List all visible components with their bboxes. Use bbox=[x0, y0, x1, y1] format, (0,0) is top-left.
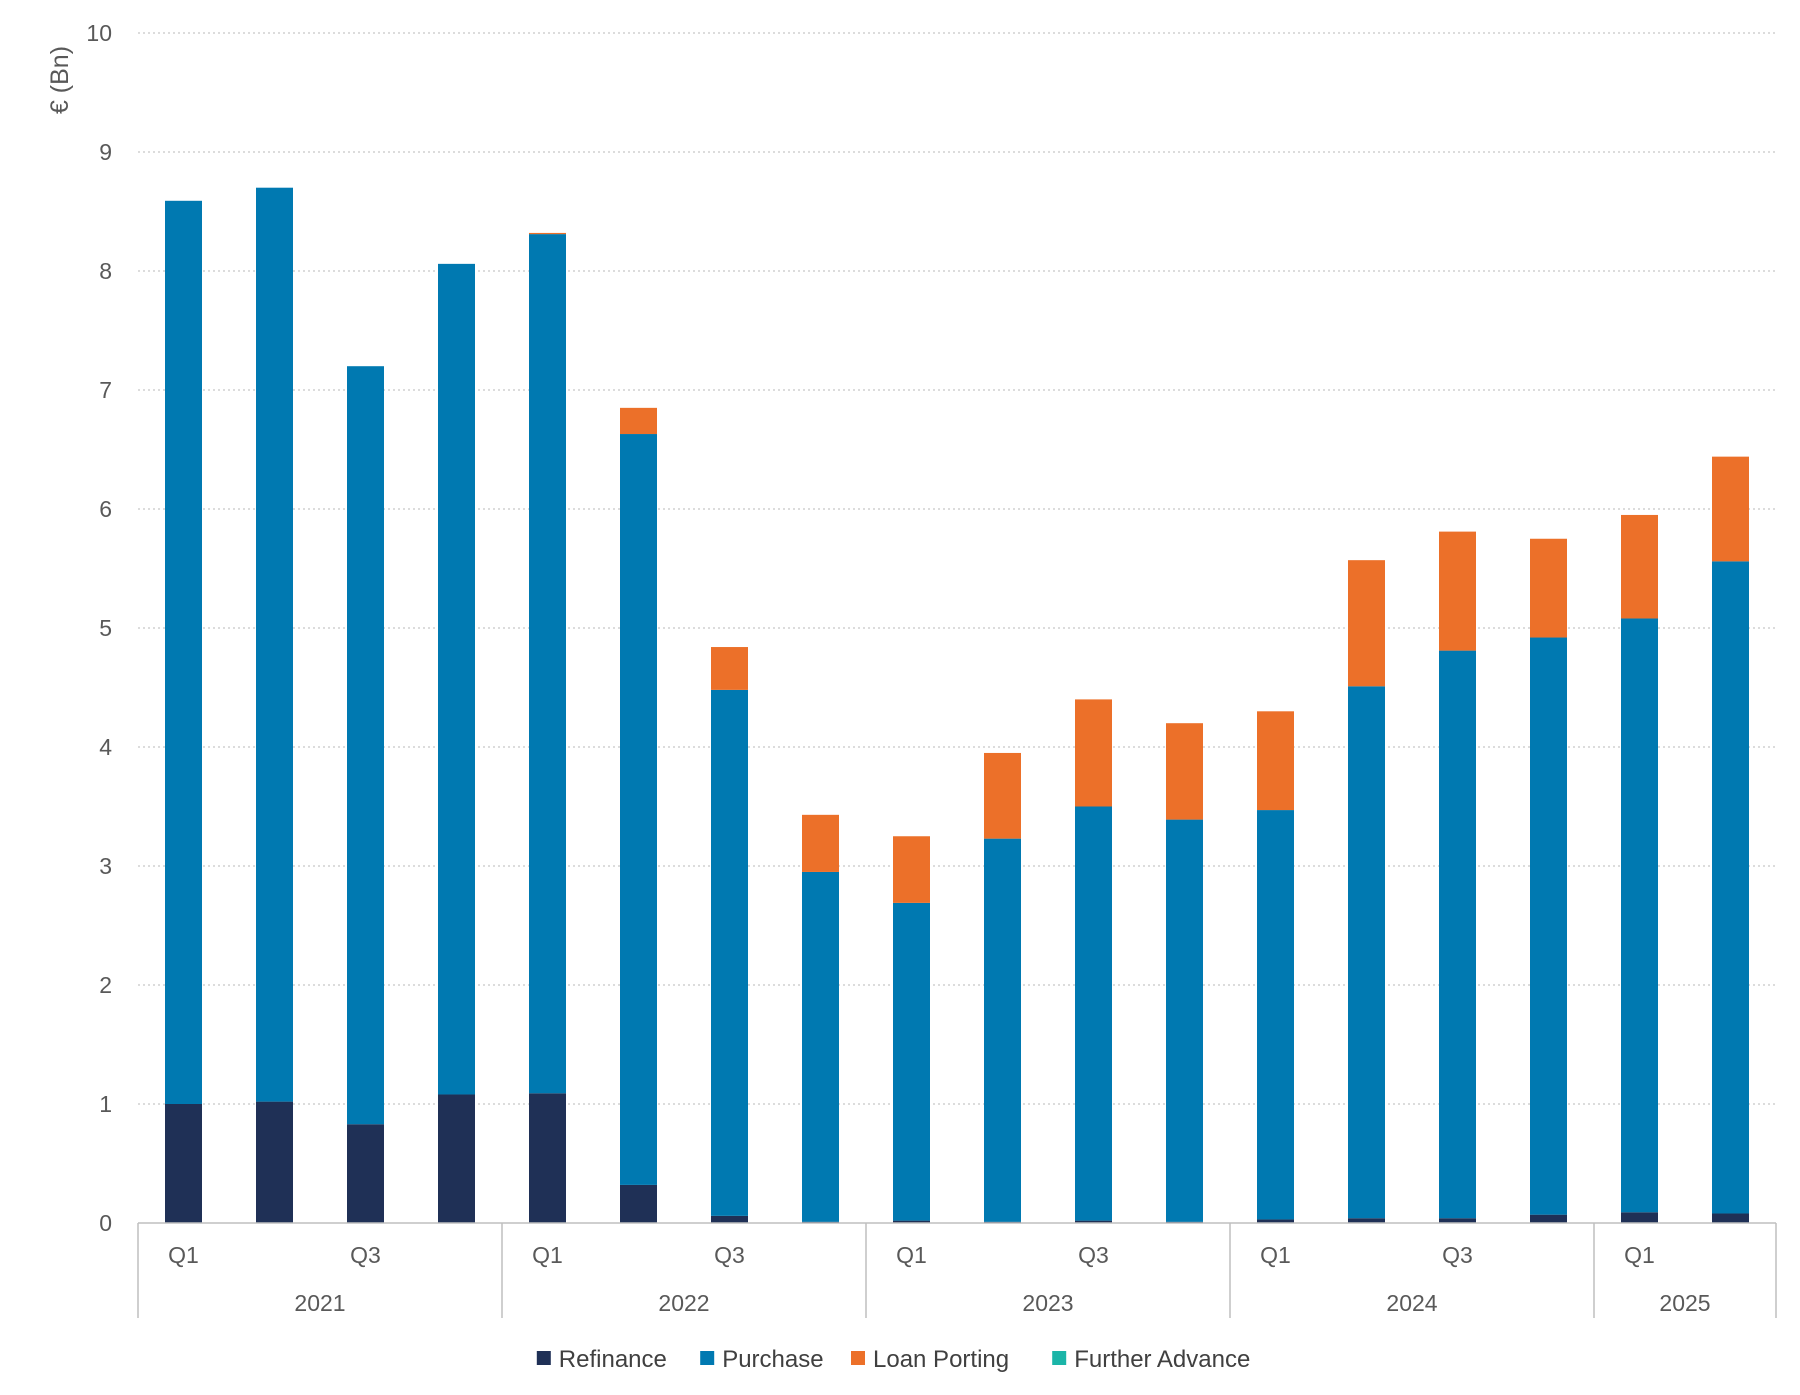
bar-refinance bbox=[620, 1184, 657, 1223]
bar-refinance bbox=[893, 1220, 930, 1223]
bar-refinance bbox=[1075, 1220, 1112, 1223]
bar-loan-porting bbox=[984, 752, 1021, 839]
bar-refinance bbox=[529, 1093, 566, 1223]
bar-purchase bbox=[529, 234, 566, 1094]
bar-loan-porting bbox=[1712, 456, 1749, 562]
bar-purchase bbox=[1257, 810, 1294, 1220]
y-tick-label: 8 bbox=[99, 258, 112, 284]
x-tick-label: Q1 bbox=[168, 1242, 199, 1268]
x-tick-label: Q1 bbox=[532, 1242, 563, 1268]
bar-purchase bbox=[1166, 819, 1203, 1222]
bar-refinance bbox=[438, 1094, 475, 1223]
legend: Refinance Purchase Loan Porting Further Adv… bbox=[536, 1346, 1250, 1373]
bar-purchase bbox=[984, 838, 1021, 1222]
bar-loan-porting bbox=[1348, 560, 1385, 687]
bar-loan-porting bbox=[1530, 538, 1567, 638]
bars bbox=[165, 187, 1749, 1223]
x-tick-label: Q1 bbox=[1260, 1242, 1291, 1268]
y-tick-label: 5 bbox=[99, 615, 112, 641]
bar-loan-porting bbox=[802, 814, 839, 872]
bar-loan-porting bbox=[620, 407, 657, 435]
legend-swatch-purchase bbox=[700, 1351, 715, 1365]
bar-purchase bbox=[1530, 637, 1567, 1215]
legend-swatch-further-advance bbox=[1052, 1351, 1067, 1365]
bar-loan-porting bbox=[1075, 699, 1112, 807]
x-tick-label: Q3 bbox=[1078, 1242, 1109, 1268]
year-label: 2022 bbox=[658, 1290, 709, 1316]
bar-purchase bbox=[802, 871, 839, 1222]
bar-purchase bbox=[1075, 806, 1112, 1221]
bar-refinance bbox=[1712, 1213, 1749, 1223]
year-label: 2024 bbox=[1386, 1290, 1437, 1316]
bar-loan-porting bbox=[1621, 514, 1658, 619]
bar-purchase bbox=[1348, 686, 1385, 1219]
legend-label-loan-porting: Loan Porting bbox=[873, 1346, 1009, 1373]
x-tick-label: Q1 bbox=[1624, 1242, 1655, 1268]
y-tick-label: 3 bbox=[99, 853, 112, 879]
bar-refinance bbox=[1621, 1212, 1658, 1223]
y-tick-label: 7 bbox=[99, 377, 112, 403]
bar-purchase bbox=[347, 366, 384, 1125]
bar-refinance bbox=[711, 1215, 748, 1223]
legend-swatch-refinance bbox=[536, 1351, 551, 1365]
y-axis-ticks: 0 1 2 3 4 5 6 7 8 9 10 bbox=[86, 20, 112, 1236]
bar-refinance bbox=[165, 1104, 202, 1223]
bar-refinance bbox=[256, 1101, 293, 1223]
y-tick-label: 9 bbox=[99, 139, 112, 165]
x-tick-label: Q1 bbox=[896, 1242, 927, 1268]
bar-refinance bbox=[347, 1124, 384, 1223]
bar-loan-porting bbox=[711, 647, 748, 690]
y-tick-label: 6 bbox=[99, 496, 112, 522]
year-label: 2021 bbox=[294, 1290, 345, 1316]
x-tick-label: Q3 bbox=[350, 1242, 381, 1268]
bar-loan-porting bbox=[1439, 531, 1476, 651]
bar-loan-porting bbox=[1166, 723, 1203, 820]
bar-refinance bbox=[1530, 1214, 1567, 1223]
bar-purchase bbox=[438, 263, 475, 1095]
y-tick-label: 1 bbox=[99, 1091, 112, 1117]
bar-purchase bbox=[165, 200, 202, 1105]
bar-loan-porting bbox=[529, 232, 566, 235]
bar-purchase bbox=[1439, 650, 1476, 1219]
bar-refinance bbox=[1348, 1218, 1385, 1223]
bar-purchase bbox=[1712, 561, 1749, 1214]
year-label: 2023 bbox=[1022, 1290, 1073, 1316]
y-tick-label: 2 bbox=[99, 972, 112, 998]
year-label: 2025 bbox=[1659, 1290, 1710, 1316]
x-axis: Q1 Q3 Q1 Q3 Q1 Q3 Q1 Q3 Q1 2021 2022 2023 2024 2025 bbox=[137, 1222, 1777, 1318]
bar-purchase bbox=[256, 187, 293, 1102]
y-tick-label: 4 bbox=[99, 734, 112, 760]
bar-purchase bbox=[711, 689, 748, 1216]
legend-swatch-loan-porting bbox=[851, 1351, 865, 1365]
y-tick-label: 0 bbox=[99, 1210, 112, 1236]
legend-label-further-advance: Further Advance bbox=[1074, 1346, 1250, 1373]
bar-purchase bbox=[893, 902, 930, 1221]
bar-purchase bbox=[1621, 618, 1658, 1213]
legend-label-purchase: Purchase bbox=[722, 1346, 823, 1373]
legend-label-refinance: Refinance bbox=[559, 1346, 667, 1373]
y-tick-label: 10 bbox=[86, 20, 112, 46]
x-tick-label: Q3 bbox=[1442, 1242, 1473, 1268]
bar-refinance bbox=[1439, 1218, 1476, 1223]
bar-purchase bbox=[620, 434, 657, 1185]
bar-loan-porting bbox=[893, 836, 930, 903]
bar-loan-porting bbox=[1257, 711, 1294, 811]
x-tick-label: Q3 bbox=[714, 1242, 745, 1268]
bar-refinance bbox=[1257, 1219, 1294, 1223]
gridlines bbox=[138, 32, 1776, 1105]
y-axis-title: € (Bn) bbox=[46, 46, 74, 114]
